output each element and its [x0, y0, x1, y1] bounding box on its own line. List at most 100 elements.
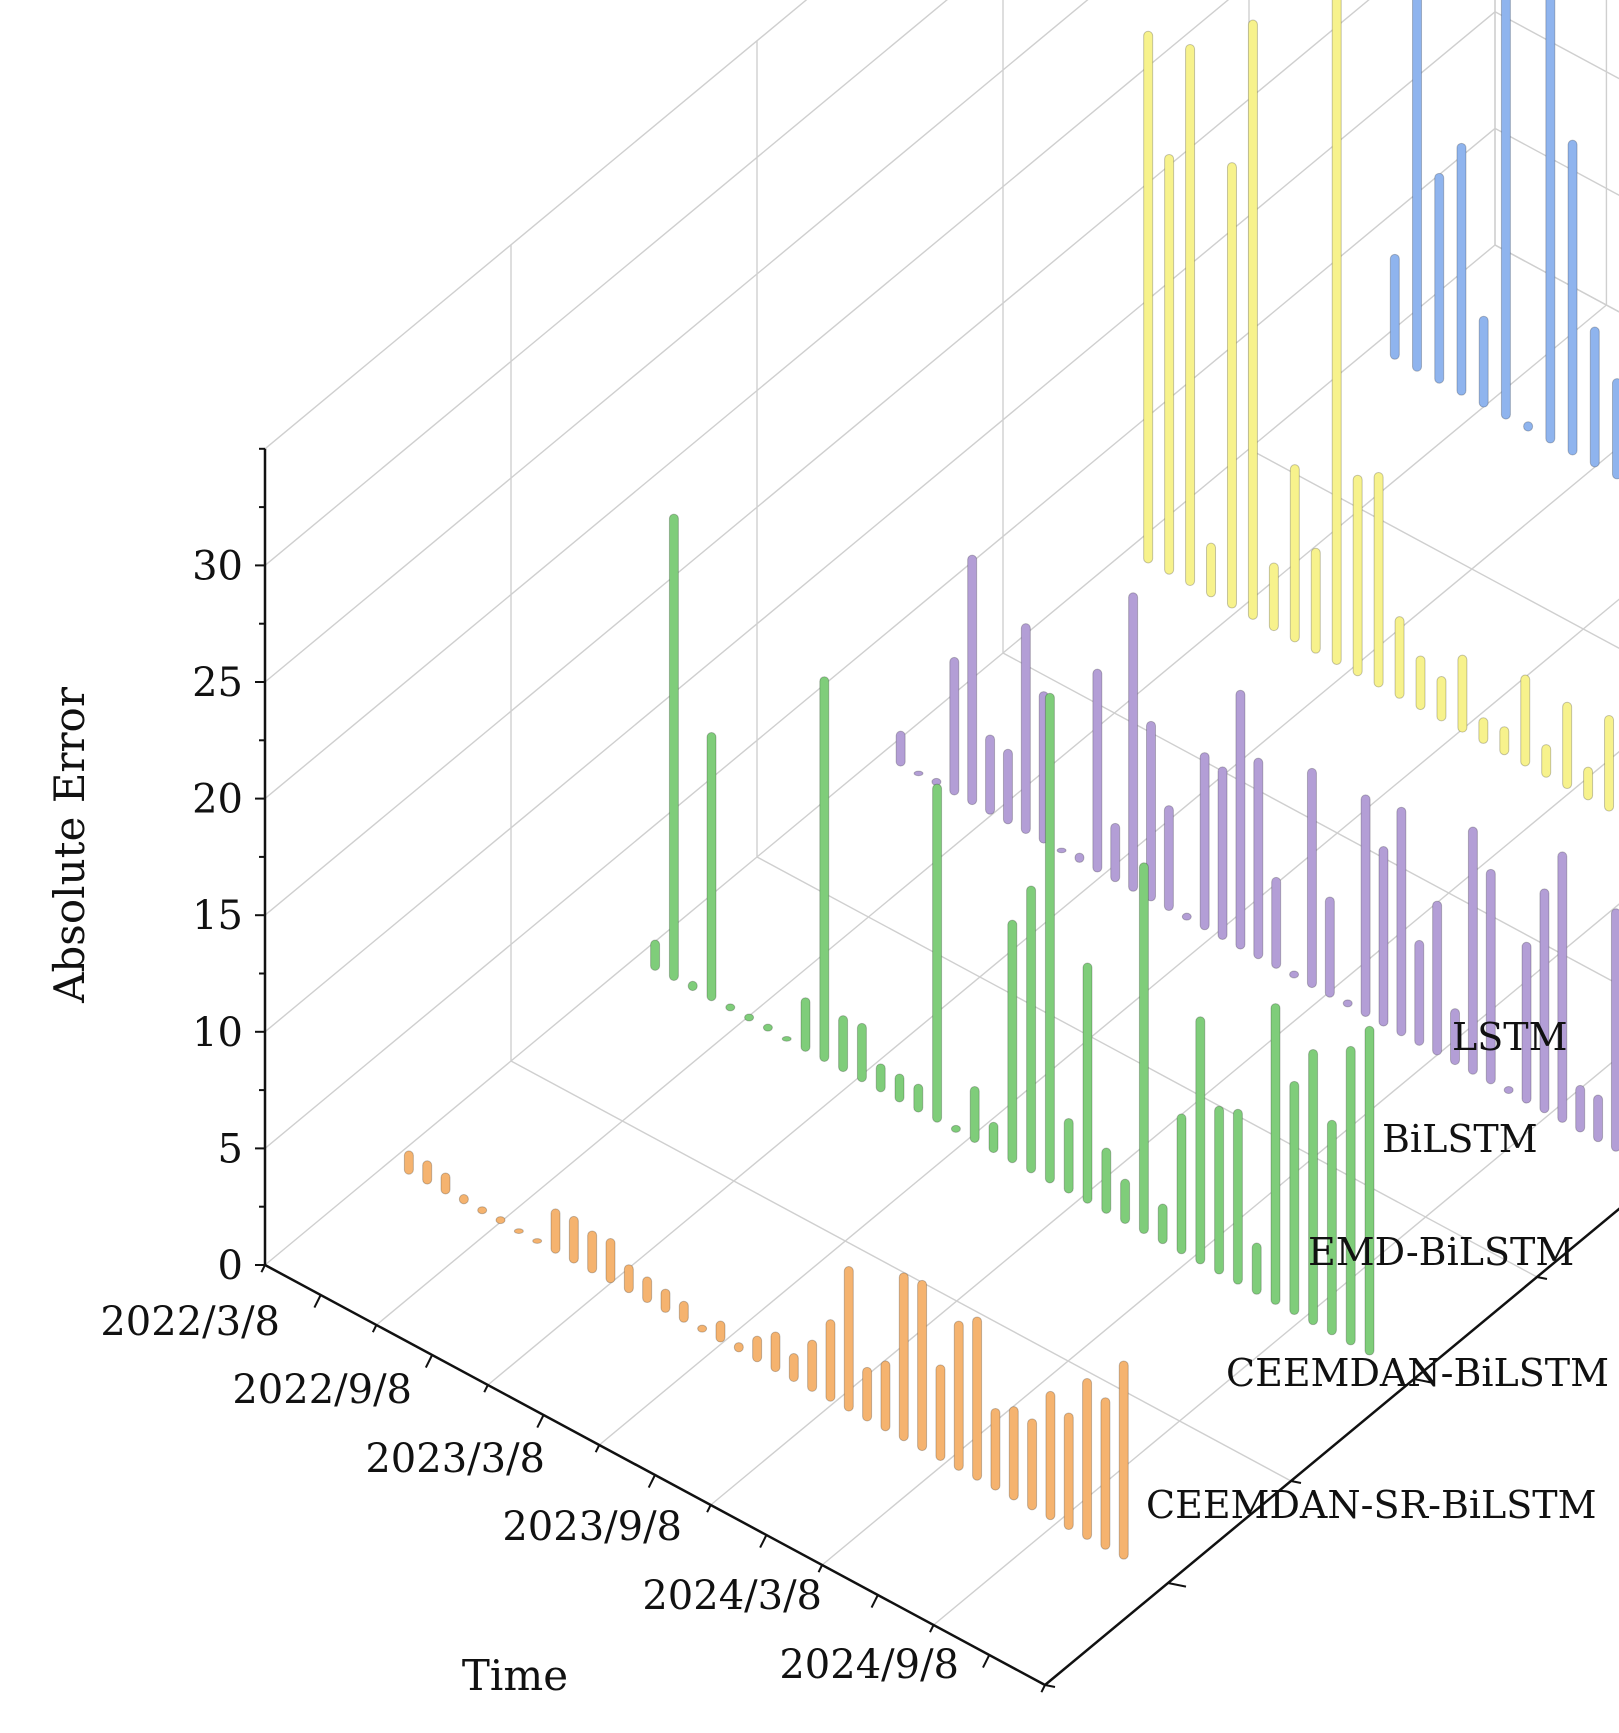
bar-ceemdan-sr-bilstm: [733, 1342, 744, 1353]
time-tick: [706, 1504, 712, 1513]
bar-ceemdan-sr-bilstm: [1027, 1418, 1038, 1511]
bar-ceemdan-sr-bilstm: [898, 1272, 909, 1442]
bar-ceemdan-bilstm: [1101, 1147, 1112, 1214]
bar-ceemdan-bilstm: [932, 783, 943, 1123]
bar-emd-bilstm: [967, 554, 978, 806]
bar-ceemdan-sr-bilstm: [605, 1237, 616, 1284]
grid-line: [1495, 0, 1619, 199]
bar-ceemdan-bilstm: [706, 732, 717, 1002]
bar-ceemdan-bilstm: [1026, 885, 1037, 1174]
time-tick: [424, 1354, 434, 1369]
bar-ceemdan-bilstm: [1120, 1178, 1131, 1224]
bar-bilstm: [1394, 616, 1405, 699]
bar-ceemdan-bilstm: [1044, 692, 1055, 1184]
bar-bilstm: [1185, 43, 1196, 586]
grid-line: [1494, 244, 1619, 313]
bar-emd-bilstm: [1324, 896, 1335, 998]
grid-line: [375, 304, 1607, 1326]
bar-ceemdan-sr-bilstm: [770, 1331, 781, 1373]
time-tick: [982, 1654, 991, 1669]
bar-ceemdan-sr-bilstm: [642, 1276, 653, 1304]
bar-emd-bilstm: [1396, 806, 1407, 1037]
bar-emd-bilstm: [1002, 748, 1013, 825]
series-tick: [1536, 1276, 1548, 1280]
grid-line: [1494, 11, 1619, 80]
bar-emd-bilstm: [1450, 1008, 1461, 1066]
time-tick: [870, 1594, 879, 1609]
bar-ceemdan-sr-bilstm: [550, 1208, 561, 1254]
bar-ceemdan-sr-bilstm: [422, 1160, 433, 1185]
series-tick: [1413, 1378, 1433, 1384]
axes: [255, 447, 1619, 1693]
bar-emd-bilstm: [949, 656, 960, 796]
time-tick-label: 2022/3/8: [100, 1299, 280, 1345]
bar-ceemdan-bilstm: [1138, 862, 1149, 1235]
time-tick: [759, 1534, 768, 1549]
grid-line: [264, 127, 1496, 1149]
bar-lstm: [1500, 0, 1511, 420]
bar-ceemdan-bilstm: [1270, 1003, 1281, 1305]
grid-line: [264, 0, 808, 450]
bar-emd-bilstm: [1235, 689, 1246, 950]
bar-emd-bilstm: [1271, 876, 1282, 969]
bar-ceemdan-bilstm: [650, 939, 661, 971]
series-label: BiLSTM: [1382, 1117, 1538, 1161]
bar-emd-bilstm: [1092, 668, 1103, 873]
series-label: EMD-BiLSTM: [1308, 1230, 1574, 1274]
bar-ceemdan-bilstm: [838, 1015, 849, 1073]
bar-ceemdan-bilstm: [800, 997, 811, 1052]
z-tick-label: 15: [192, 893, 243, 939]
time-tick-label: 2022/9/8: [232, 1367, 412, 1413]
bar-lstm: [1611, 378, 1619, 480]
bar-ceemdan-sr-bilstm: [935, 1364, 946, 1461]
time-axis-title: Time: [462, 1651, 568, 1700]
bar-bilstm: [1247, 19, 1258, 620]
bar-ceemdan-sr-bilstm: [495, 1216, 506, 1225]
bar-lstm: [1545, 0, 1556, 444]
bar-lstm: [1434, 172, 1445, 384]
bar-ceemdan-sr-bilstm: [843, 1266, 854, 1412]
time-tick: [371, 1324, 378, 1333]
bar-ceemdan-sr-bilstm: [568, 1215, 579, 1264]
bar-ceemdan-sr-bilstm: [458, 1194, 469, 1205]
bar-ceemdan-bilstm: [913, 1083, 924, 1113]
bar-ceemdan-sr-bilstm: [678, 1300, 689, 1323]
bar-ceemdan-bilstm: [1063, 1117, 1074, 1194]
bar-emd-bilstm: [913, 770, 924, 777]
bar-ceemdan-sr-bilstm: [1082, 1378, 1093, 1540]
time-tick: [929, 1624, 935, 1633]
bar-emd-bilstm: [1217, 766, 1228, 940]
bar-ceemdan-sr-bilstm: [715, 1320, 726, 1343]
grid-line: [821, 903, 1619, 1566]
bar-ceemdan-sr-bilstm: [825, 1319, 836, 1402]
bar-emd-bilstm: [1575, 1084, 1586, 1133]
bar-emd-bilstm: [1467, 826, 1478, 1075]
bar-ceemdan-bilstm: [668, 513, 679, 981]
bar-emd-bilstm: [1557, 851, 1568, 1123]
time-tick: [536, 1414, 545, 1429]
bar-ceemdan-bilstm: [819, 676, 830, 1062]
grid-line: [1494, 127, 1619, 196]
bar-emd-bilstm: [1521, 941, 1532, 1104]
bar-ceemdan-sr-bilstm: [697, 1324, 708, 1333]
bar-bilstm: [1436, 676, 1447, 722]
bar-emd-bilstm: [1163, 805, 1174, 912]
time-tick: [817, 1564, 824, 1573]
bar-ceemdan-sr-bilstm: [403, 1150, 414, 1175]
series-tick: [1167, 1582, 1187, 1588]
grid-line: [264, 0, 1089, 683]
bar-ceemdan-bilstm: [1326, 1119, 1337, 1336]
bar-lstm: [1478, 315, 1489, 408]
bar-ceemdan-bilstm: [762, 1023, 773, 1032]
bar-bilstm: [1143, 30, 1154, 564]
z-tick-label: 0: [218, 1243, 243, 1289]
bar-ceemdan-bilstm: [1082, 962, 1093, 1204]
bar-ceemdan-sr-bilstm: [1063, 1412, 1074, 1531]
bar-emd-bilstm: [1360, 794, 1371, 1017]
bar-emd-bilstm: [895, 730, 906, 767]
bar-ceemdan-bilstm: [1007, 919, 1018, 1164]
time-tick-label: 2023/3/8: [365, 1436, 545, 1482]
bar-bilstm: [1268, 562, 1279, 632]
time-tick-label: 2024/9/8: [779, 1642, 959, 1688]
